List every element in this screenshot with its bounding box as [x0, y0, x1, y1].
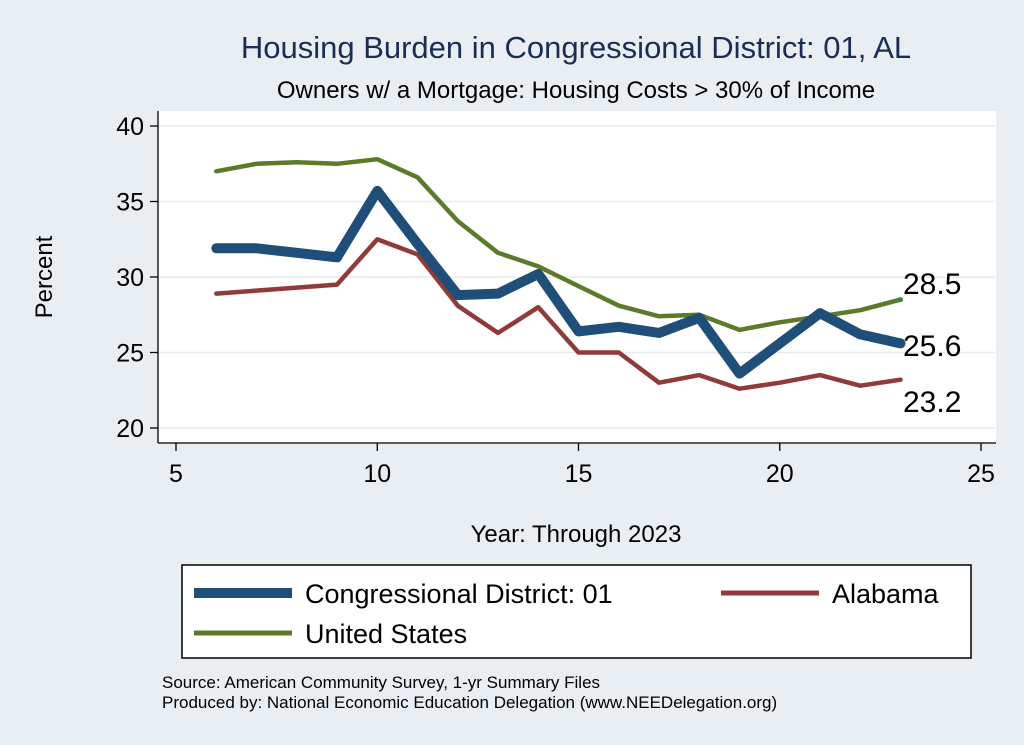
y-tick-label-35: 35 — [116, 189, 144, 217]
series-end-point-1 — [898, 377, 903, 382]
y-axis-title: Percent — [31, 235, 58, 318]
axes: 20 25 30 35 40 5 10 15 20 25 — [116, 111, 996, 488]
chart-title: Housing Burden in Congressional District… — [241, 30, 911, 65]
end-label-0: 25.6 — [903, 330, 961, 363]
x-tick-label-25: 25 — [967, 460, 995, 488]
produced-by-line: Produced by: National Economic Education… — [162, 693, 777, 712]
y-tick-label-20: 20 — [116, 415, 144, 443]
series-end-point-0 — [898, 341, 903, 346]
legend: Congressional District: 01 Alabama Unite… — [181, 564, 972, 659]
legend-label-alabama: Alabama — [832, 579, 940, 609]
x-tick-label-20: 20 — [766, 460, 794, 488]
legend-box — [181, 564, 972, 659]
series-line-1 — [214, 237, 903, 391]
series-lines — [211, 156, 906, 391]
chart-subtitle: Owners w/ a Mortgage: Housing Costs > 30… — [277, 77, 875, 104]
x-tick-label-10: 10 — [363, 460, 391, 488]
legend-label-us: United States — [305, 619, 467, 649]
series-end-point-2 — [898, 297, 903, 303]
end-labels: 25.6 23.2 28.5 — [903, 268, 961, 419]
end-label-1: 23.2 — [903, 386, 961, 419]
y-tick-label-25: 25 — [116, 340, 144, 368]
end-label-2: 28.5 — [903, 268, 961, 301]
x-axis-title: Year: Through 2023 — [471, 521, 682, 548]
series-line-0 — [211, 185, 906, 379]
series-line-2 — [214, 156, 903, 333]
x-tick-label-15: 15 — [565, 460, 593, 488]
y-tick-label-40: 40 — [116, 113, 144, 141]
x-tick-label-5: 5 — [169, 460, 183, 488]
y-tick-label-30: 30 — [116, 264, 144, 292]
source-line: Source: American Community Survey, 1-yr … — [162, 673, 600, 692]
legend-label-district: Congressional District: 01 — [305, 579, 613, 609]
